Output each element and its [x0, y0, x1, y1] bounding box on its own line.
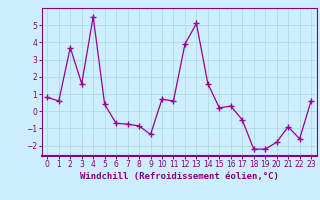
X-axis label: Windchill (Refroidissement éolien,°C): Windchill (Refroidissement éolien,°C) — [80, 172, 279, 181]
